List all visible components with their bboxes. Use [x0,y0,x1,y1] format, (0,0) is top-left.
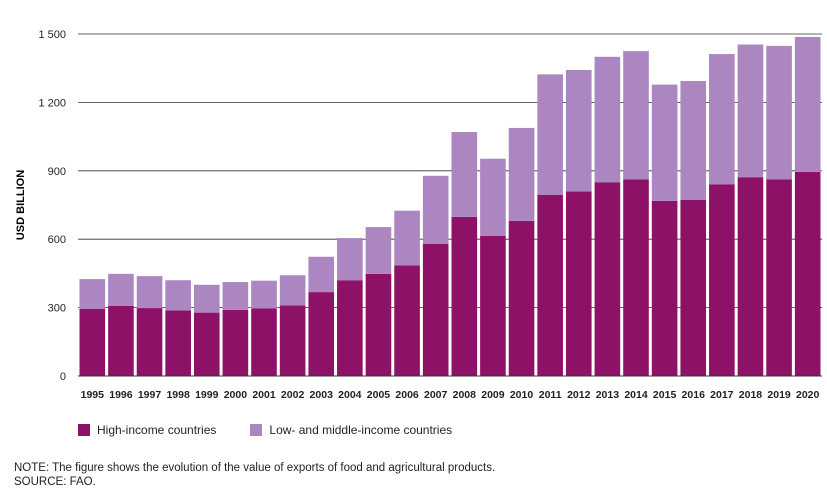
note-text: NOTE: The figure shows the evolution of … [14,462,496,474]
bar-high-income [165,310,191,376]
axes: 0 300 600 900 1 200 1 500 1995 1996 1997 1998 1999… [38,29,822,401]
bar-high-income [136,308,163,376]
bar-low-middle-income [251,280,277,309]
x-tick-label: 1996 [109,389,133,401]
bar-low-middle-income [279,275,306,306]
bar-high-income [193,312,220,376]
x-tick-label: 1997 [138,389,162,401]
x-tick-label: 2005 [367,389,391,401]
bar-low-middle-income [79,279,106,309]
y-axis-label: USD BILLION [15,170,27,240]
bar-high-income [480,235,506,376]
legend-label-high-income: High-income countries [97,423,217,437]
source-text: SOURCE: FAO. [14,476,96,488]
y-tick-label: 900 [48,166,66,178]
x-tick-label: 2007 [424,389,448,401]
legend-swatch-low-middle-income [250,424,263,436]
bar-low-middle-income [365,227,392,274]
bar-low-middle-income [508,127,535,221]
x-tick-label: 2003 [310,389,334,401]
bar-high-income [394,265,420,376]
y-tick-label: 1 200 [38,97,66,109]
bar-low-middle-income [394,210,420,266]
legend-label-low-middle-income: Low- and middle-income countries [269,423,453,437]
bar-high-income [565,191,592,376]
x-tick-label: 2019 [767,389,791,401]
bar-high-income [594,182,621,376]
bar-low-middle-income [480,158,506,236]
bars [79,36,821,376]
bar-low-middle-income [136,276,163,309]
bar-high-income [79,308,106,376]
bar-high-income [508,220,535,376]
x-tick-label: 2012 [567,389,591,401]
x-tick-label: 2010 [510,389,534,401]
legend: High-income countries Low- and middle-in… [78,423,452,437]
bar-low-middle-income [623,51,649,180]
x-tick-label: 2015 [653,389,677,401]
bar-high-income [680,199,707,376]
x-tick-label: 2004 [338,389,362,401]
bar-low-middle-income [222,282,249,310]
bar-low-middle-income [193,284,220,313]
legend-item-low-middle-income: Low- and middle-income countries [250,423,452,437]
bar-high-income [222,309,249,376]
bar-low-middle-income [108,273,134,306]
x-tick-label: 2008 [453,389,477,401]
y-tick-label: 300 [48,303,66,315]
x-tick-label: 2006 [395,389,419,401]
bar-high-income [365,273,392,376]
x-tick-label: 1998 [166,389,190,401]
bar-high-income [737,177,764,376]
x-tick-label: 2001 [252,389,276,401]
x-tick-label: 2011 [539,389,562,401]
bar-high-income [709,184,735,376]
y-tick-label: 0 [60,371,66,383]
bar-low-middle-income [709,54,735,185]
bar-high-income [766,179,792,376]
bar-high-income [279,305,306,376]
bar-high-income [337,280,363,376]
bar-low-middle-income [537,74,563,195]
bar-low-middle-income [422,175,449,244]
chart-notes: NOTE: The figure shows the evolution of … [14,461,495,489]
bar-low-middle-income [794,36,821,172]
bar-high-income [422,243,449,376]
bar-low-middle-income [565,70,592,192]
bar-low-middle-income [651,84,678,201]
x-tick-label: 2018 [739,389,763,401]
bar-low-middle-income [451,132,478,217]
bar-high-income [651,200,678,376]
bar-high-income [108,305,134,376]
x-tick-label: 2009 [481,389,505,401]
y-tick-label: 600 [48,234,66,246]
x-tick-label: 2014 [624,389,648,401]
x-tick-label: 2002 [281,389,305,401]
bar-high-income [794,171,821,376]
bar-high-income [623,179,649,376]
x-tick-label: 1995 [81,389,105,401]
bar-low-middle-income [680,80,707,200]
legend-swatch-high-income [78,424,90,436]
bar-high-income [537,194,563,376]
legend-item-high-income: High-income countries [78,423,216,437]
x-tick-label: 1999 [195,389,219,401]
x-tick-label: 2013 [596,389,620,401]
x-tick-label: 2017 [710,389,734,401]
bar-low-middle-income [766,45,792,180]
bar-low-middle-income [594,56,621,183]
bar-low-middle-income [337,238,363,281]
bar-low-middle-income [737,44,764,178]
bar-low-middle-income [308,256,335,293]
bar-high-income [308,292,335,376]
bar-high-income [251,308,277,376]
x-tick-label: 2020 [796,389,820,401]
y-tick-label: 1 500 [38,29,66,41]
x-tick-label: 2016 [682,389,706,401]
x-tick-label: 2000 [224,389,248,401]
chart-plot: 0 300 600 900 1 200 1 500 1995 1996 1997 1998 1999… [15,29,822,401]
bar-low-middle-income [165,280,191,311]
bar-high-income [451,216,478,376]
